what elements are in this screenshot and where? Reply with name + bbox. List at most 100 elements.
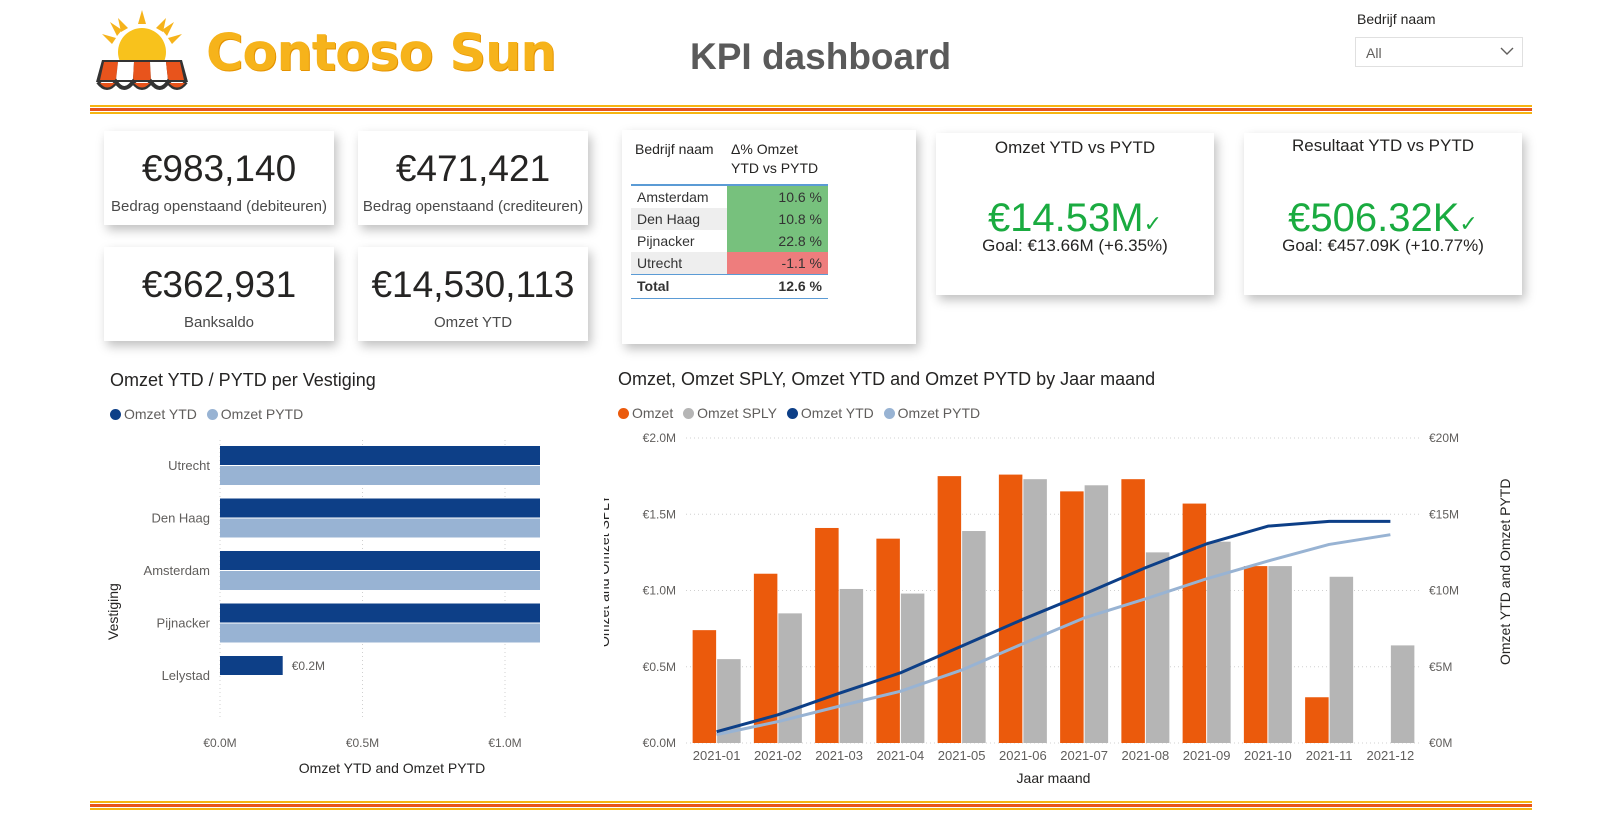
page-title: KPI dashboard (690, 36, 952, 77)
y-axis-title: Omzet and Omzet SPLY (604, 494, 612, 647)
table-header-delta[interactable]: Δ% Omzet YTD vs PYTD (731, 141, 819, 176)
y-category-label: Utrecht (168, 458, 210, 473)
table-row[interactable]: Amsterdam 10.6 % (631, 186, 828, 208)
y-tick-label: €0.0M (643, 736, 676, 750)
x-axis-title: Omzet YTD and Omzet PYTD (299, 760, 485, 776)
slicer-value: All (1366, 45, 1382, 61)
kpi-value: €983,140 (141, 148, 297, 189)
bar-omzet (876, 538, 900, 743)
x-tick-label: 2021-04 (877, 748, 925, 763)
bar-omzet-sply (1329, 576, 1354, 743)
bar-omzet (753, 573, 778, 743)
x-tick-label: €0.5M (346, 736, 379, 750)
y-tick-label: €1.5M (643, 507, 676, 521)
bar-omzet (815, 527, 839, 743)
bar-pytd (220, 623, 540, 643)
goal-card-goal: Goal: €13.66M (+6.35%) (982, 236, 1168, 255)
y-category-label: Amsterdam (144, 563, 210, 578)
footer-divider (90, 801, 1532, 810)
chart-title-vestiging: Omzet YTD / PYTD per Vestiging (110, 370, 376, 390)
bar-omzet-sply (1390, 645, 1415, 743)
chevron-down-icon (1500, 47, 1514, 55)
legend-jaar-maand[interactable]: Omzet Omzet SPLY Omzet YTD Omzet PYTD (618, 405, 986, 421)
table-row[interactable]: Pijnacker 22.8 % (631, 230, 828, 252)
legend-item-ytd: Omzet YTD (110, 406, 197, 422)
y-tick-label: €1.0M (643, 584, 676, 598)
row-name: Den Haag (637, 211, 701, 227)
bar-chart-vestiging[interactable]: €0.0M€0.5M€1.0M€1.5M€2.0MUtrecht€2.1M€2.… (100, 430, 540, 780)
bar-omzet (1121, 479, 1145, 743)
kpi-value: €362,931 (141, 264, 297, 305)
bar-pytd (220, 518, 540, 538)
legend-item-pytd: Omzet PYTD (206, 406, 303, 422)
x-tick-label: 2021-02 (754, 748, 802, 763)
legend-vestiging[interactable]: Omzet YTD Omzet PYTD (110, 406, 309, 422)
x-tick-label: 2021-01 (693, 748, 741, 763)
line-omzet-ytd (716, 519, 1391, 734)
bar-omzet-sply (778, 613, 802, 743)
bar-pytd (220, 466, 540, 485)
bar-omzet-sply (1207, 541, 1231, 743)
legend-item-sply: Omzet SPLY (683, 405, 777, 421)
checkmark-icon: ✓ (1143, 211, 1163, 236)
chart-title-jaar-maand: Omzet, Omzet SPLY, Omzet YTD and Omzet P… (618, 369, 1156, 389)
row-value: 22.8 % (727, 230, 828, 252)
bar-omzet-sply (1023, 479, 1047, 743)
total-separator (631, 274, 828, 275)
total-underline (631, 298, 828, 299)
bar-ytd (220, 551, 540, 570)
y-category-label: Lelystad (162, 668, 210, 683)
goal-card-resultaat: Resultaat YTD vs PYTD €506.32K✓ Goal: €4… (1244, 133, 1522, 295)
x-tick-label: €0.0M (203, 736, 236, 750)
kpi-card-debiteuren: €983,140 Bedrag openstaand (debiteuren) (104, 131, 334, 225)
checkmark-icon: ✓ (1459, 211, 1478, 236)
bedrijf-naam-slicer[interactable]: All (1355, 37, 1523, 67)
goal-card-value: €506.32K✓ (1288, 196, 1478, 240)
y2-axis-title: Omzet YTD and Omzet PYTD (1497, 479, 1513, 665)
y2-tick-label: €15M (1429, 507, 1459, 521)
legend-item-omzet: Omzet (618, 405, 673, 421)
bar-ytd (220, 603, 540, 623)
kpi-card-omzet-ytd: €14,530,113 Omzet YTD (358, 247, 588, 341)
bar-omzet (1305, 697, 1329, 743)
bar-omzet (1182, 503, 1207, 743)
row-value: -1.1 % (727, 252, 828, 274)
table-row[interactable]: Utrecht -1.1 % (631, 252, 828, 274)
y-tick-label: €2.0M (643, 431, 676, 445)
bar-omzet-sply (839, 588, 864, 743)
goal-card-title: Resultaat YTD vs PYTD (1291, 136, 1475, 155)
x-axis-title: Jaar maand (1017, 770, 1091, 786)
row-value: 10.6 % (727, 186, 828, 208)
y-axis-title: Vestiging (105, 583, 121, 640)
table-header-bedrijf[interactable]: Bedrijf naam (635, 141, 714, 157)
kpi-value: €471,421 (395, 148, 551, 189)
y2-tick-label: €10M (1429, 584, 1459, 598)
combo-chart-jaar-maand[interactable]: €0.0M €0M €0.5M €5M €1.0M €10M €1.5M €15M €2.0M €… (604, 425, 1524, 790)
kpi-label: Banksaldo (183, 314, 255, 331)
legend-item-ytd: Omzet YTD (786, 405, 874, 421)
kpi-label: Omzet YTD (433, 314, 513, 331)
kpi-card-banksaldo: €362,931 Banksaldo (104, 247, 334, 341)
x-tick-label: 2021-07 (1060, 748, 1108, 763)
x-tick-label: 2021-10 (1244, 748, 1292, 763)
table-row[interactable]: Den Haag 10.8 % (631, 208, 828, 230)
bar-omzet (1060, 491, 1084, 743)
bar-omzet-sply (962, 531, 986, 743)
brand-name: Contoso Sun (206, 24, 557, 83)
row-name: Pijnacker (637, 233, 695, 249)
y2-tick-label: €5M (1429, 660, 1452, 674)
bar-omzet (1243, 566, 1268, 743)
goal-card-goal: Goal: €457.09K (+10.77%) (1282, 236, 1484, 255)
x-tick-label: 2021-06 (999, 748, 1047, 763)
bar-omzet (998, 474, 1023, 743)
goal-card-omzet: Omzet YTD vs PYTD €14.53M✓ Goal: €13.66M… (936, 133, 1214, 295)
y2-tick-label: €20M (1429, 431, 1459, 445)
legend-item-pytd: Omzet PYTD (883, 405, 980, 421)
header-divider (90, 105, 1532, 114)
x-tick-label: €1.0M (488, 736, 521, 750)
bar-pytd (220, 571, 540, 590)
x-tick-label: 2021-12 (1367, 748, 1415, 763)
omzet-delta-table[interactable]: Bedrijf naam Δ% Omzet YTD vs PYTD Amster… (622, 130, 916, 344)
table-total-row[interactable]: Total 12.6 % (631, 275, 828, 297)
bar-omzet-sply (1145, 552, 1170, 743)
